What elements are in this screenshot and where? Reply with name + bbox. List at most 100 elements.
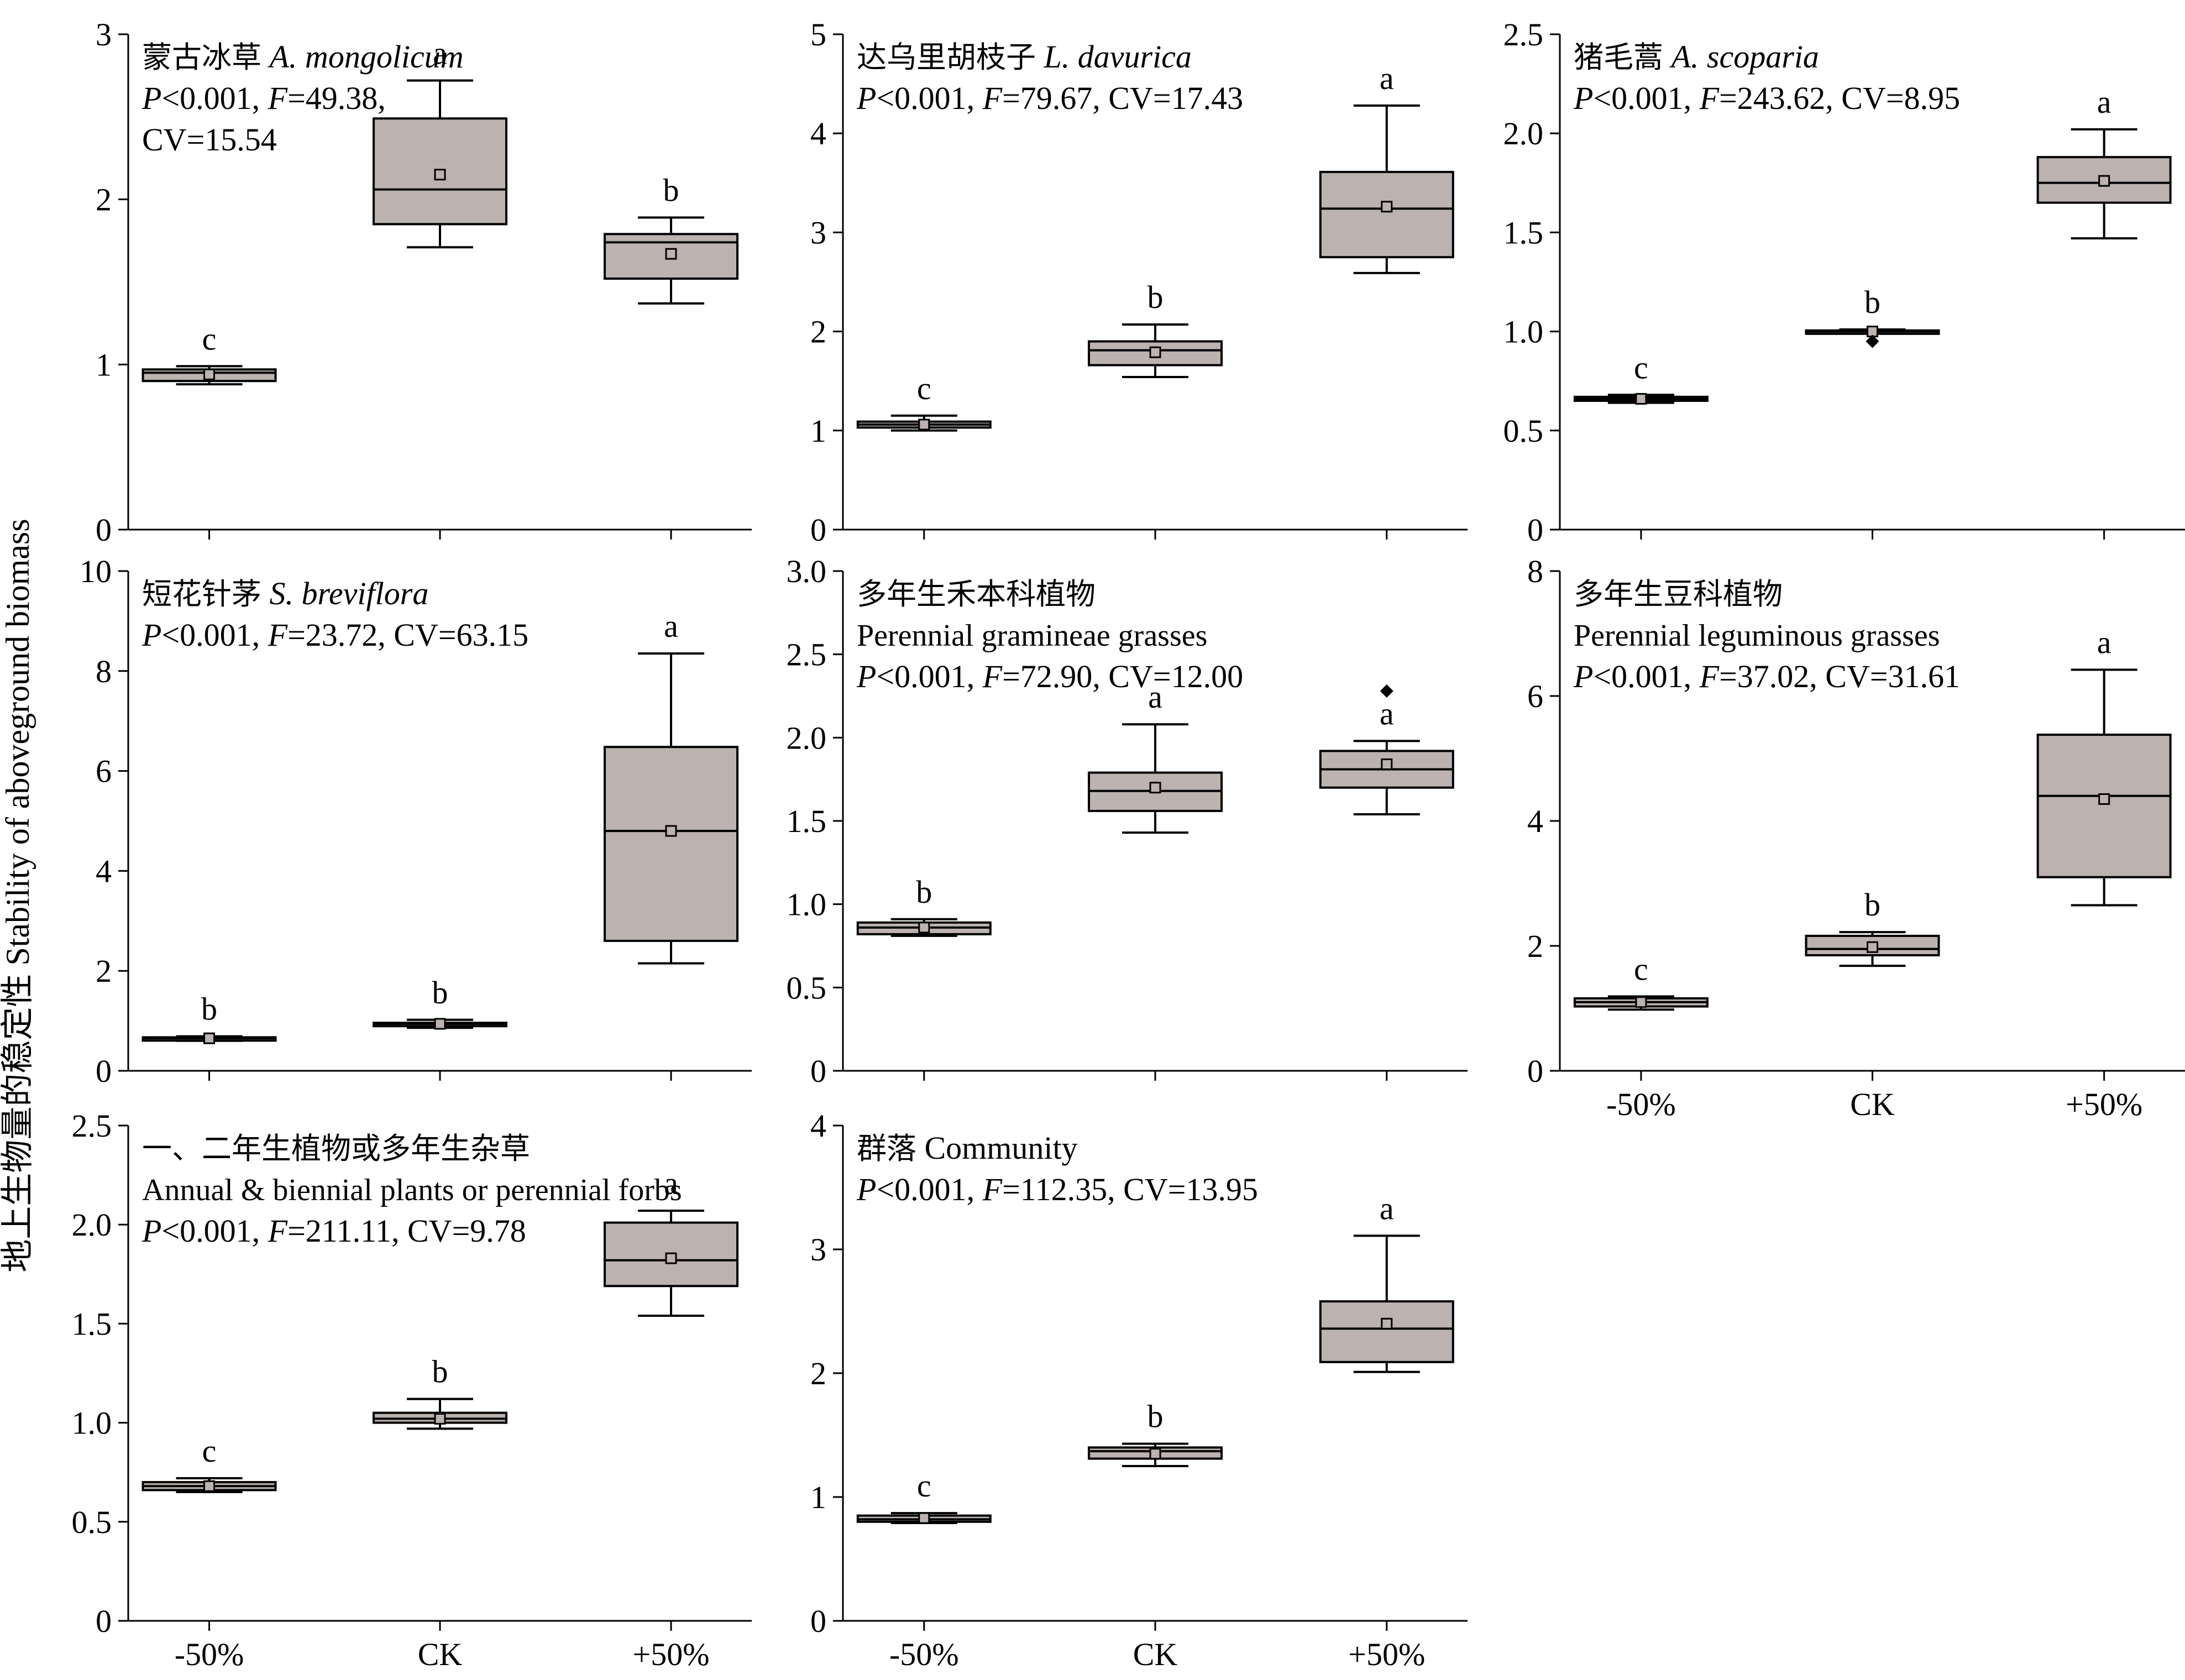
panel-8: 0 1 2 3 4 -50% CK +50% 群落 Community P<0.001, F=11… [810,1108,1468,1672]
box-group-CK: b [373,1354,507,1430]
significance-letter: a [664,608,678,644]
significance-letter: c [202,1433,217,1469]
significance-letter: a [433,35,447,71]
y-tick-label: 0.5 [72,1504,112,1540]
y-tick-label: 2.0 [787,720,827,756]
panel-title: 群落 Community [857,1130,1078,1166]
box-group-+50%: a [1319,60,1454,274]
mean-marker [434,1018,446,1030]
mean-marker [1867,941,1878,953]
y-tick-label: 2 [96,182,112,218]
panel-title: 猪毛蒿 A. scoparia [1574,39,1819,75]
panels-layer: 0 1 2 3 蒙古冰草 A. mongolicum P<0.001, F=49.38, C… [72,17,2185,1672]
y-tick-label: 2 [96,953,112,989]
box-group--50%: c [142,321,277,386]
panel-title-english: Annual & biennial plants or perennial fo… [142,1173,682,1207]
y-tick-label: 0 [1527,1053,1543,1089]
panel-stats: P<0.001, F=49.38, [142,80,386,116]
mean-marker [665,1252,677,1264]
panel-6: 0 2 4 6 8 -50% CK +50% 多年生豆科植物 Perennial legumino… [1527,553,2185,1122]
box-group--50%: b [856,874,992,937]
mean-marker [918,418,930,431]
panel-5: 0 0.5 1.0 1.5 2.0 2.5 3.0 多年生禾本科植物 Perennial gra… [787,553,1468,1089]
y-tick-label: 3 [810,214,826,250]
y-tick-label: 4 [810,1108,826,1144]
box-group-+50%: a [2036,84,2172,240]
y-tick-label: 2.0 [72,1207,112,1243]
significance-letter: b [1864,284,1880,320]
y-tick-label: 0.5 [1503,413,1544,449]
mean-marker [1381,1317,1393,1330]
y-tick-label: 2.5 [1503,17,1544,53]
x-tick-label: +50% [2066,1086,2142,1122]
panel-7: 0 0.5 1.0 1.5 2.0 2.5 -50% CK +50% 一、二年生植物或多年生杂草 A… [72,1108,752,1672]
mean-marker [434,1412,446,1425]
box [1088,340,1223,367]
significance-letter: b [916,874,932,910]
box-group-+50%: b [604,172,739,305]
y-tick-label: 3.0 [787,553,827,589]
box [604,746,739,942]
y-tick-label: 0 [810,1603,826,1639]
y-tick-label: 2 [810,314,826,350]
x-tick-label: CK [1850,1086,1895,1122]
panel-stats: P<0.001, F=79.67, CV=17.43 [856,80,1243,116]
panel-stats-line2: CV=15.54 [142,122,277,158]
mean-marker [1635,392,1647,405]
box-group--50%: c [142,1433,277,1494]
significance-letter: a [1380,60,1394,96]
y-tick-label: 1 [810,413,826,449]
mean-marker [203,1480,216,1492]
panel-stats: P<0.001, F=112.35, CV=13.95 [856,1171,1258,1207]
mean-marker [1149,782,1161,794]
mean-marker [1381,758,1393,771]
box-group-+50%: a [604,1165,739,1317]
mean-marker [203,368,216,380]
x-tick-label: CK [1133,1636,1178,1672]
box-group-+50%: a [604,608,739,965]
y-tick-label: 1 [810,1479,826,1515]
panel-title: 多年生豆科植物 [1574,577,1783,611]
y-tick-label: 4 [96,853,112,889]
panel-title-english: Perennial gramineae grasses [857,619,1207,653]
box-group-+50%: a [1319,684,1454,815]
y-tick-label: 6 [1527,678,1543,714]
box-group--50%: c [856,1468,992,1525]
significance-letter: c [1634,349,1648,385]
panel-title: 多年生禾本科植物 [857,577,1096,611]
y-tick-label: 3 [810,1232,826,1268]
box-group-CK: b [1088,1399,1223,1467]
panel-4: 0 2 4 6 8 10 短花针茅 S. breviflora P<0.001, F=23.7… [80,553,752,1089]
significance-letter: b [663,172,679,208]
y-tick-label: 2.5 [787,637,827,673]
y-tick-label: 2.0 [1503,116,1544,151]
box-group--50%: c [1573,349,1709,405]
box-group-CK: a [1088,679,1223,834]
significance-letter: c [1634,951,1648,987]
y-tick-label: 2.5 [72,1108,112,1144]
box-group-CK: b [1805,284,1940,348]
box [2036,734,2172,878]
y-tick-label: 4 [1527,803,1543,839]
mean-marker [1635,996,1647,1008]
panel-title: 一、二年生植物或多年生杂草 [142,1131,530,1166]
significance-letter: b [1147,1399,1164,1435]
significance-letter: b [1147,279,1164,315]
x-tick-label: -50% [175,1636,244,1672]
panel-stats: P<0.001, F=211.11, CV=9.78 [142,1213,526,1249]
panel-stats: P<0.001, F=72.90, CV=12.00 [856,658,1243,694]
x-tick-label: -50% [1606,1086,1676,1122]
mean-marker [1381,201,1393,213]
panel-title: 蒙古冰草 A. mongolicum [142,39,464,75]
mean-marker [665,248,677,260]
significance-letter: a [1148,679,1162,715]
y-tick-label: 6 [96,753,112,789]
y-tick-label: 1.5 [787,803,827,839]
panel-3: 0 0.5 1.0 1.5 2.0 2.5 猪毛蒿 A. scoparia P<0.001, … [1503,17,2185,548]
mean-marker [203,1032,216,1044]
y-tick-label: 0 [96,1053,112,1089]
significance-letter: b [201,991,217,1027]
y-tick-label: 4 [810,116,826,151]
